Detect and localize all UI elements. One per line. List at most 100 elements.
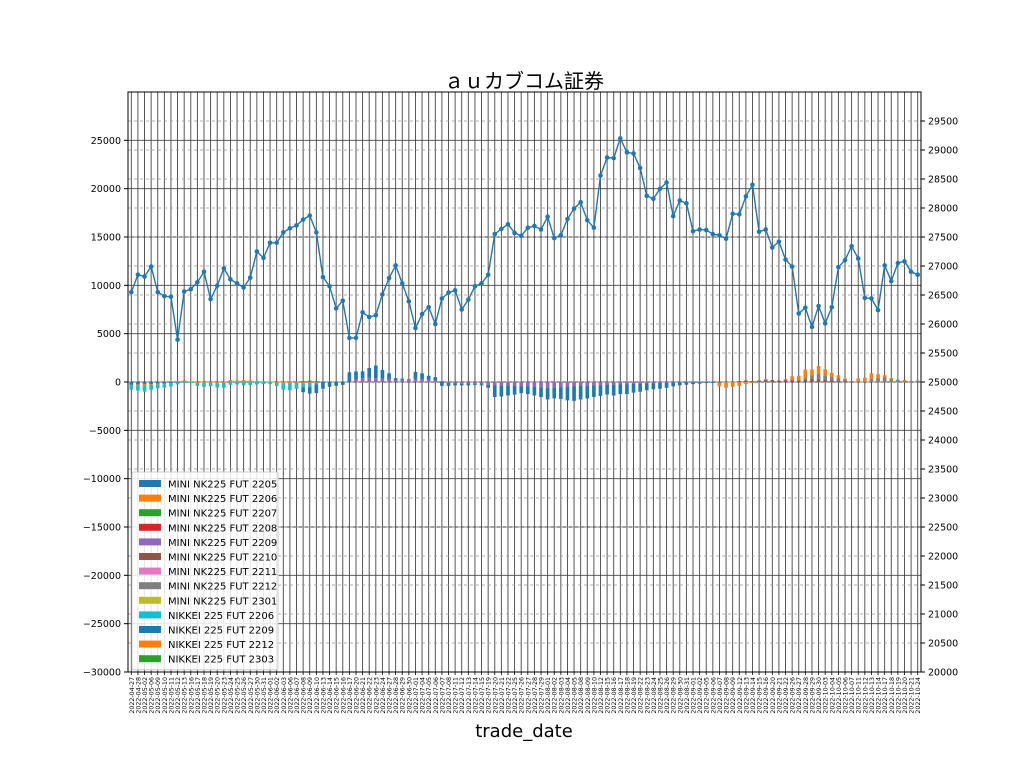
legend-label: MINI NK225 FUT 2209 [168, 538, 277, 549]
bar [704, 382, 709, 384]
bar [545, 382, 550, 388]
legend-label: MINI NK225 FUT 2208 [168, 523, 277, 534]
bar [532, 382, 537, 387]
price-point [188, 286, 194, 292]
price-point [842, 257, 848, 263]
bar [195, 382, 200, 383]
bar [796, 375, 801, 381]
price-point [584, 217, 590, 223]
x-axis: 2022-04-27 2022-04-28 2022-05-02 2022-05-06… [129, 672, 922, 714]
bar [149, 384, 153, 390]
bar [327, 382, 332, 387]
bar [816, 379, 821, 382]
price-point [512, 230, 517, 236]
bar [750, 382, 755, 383]
x-tick-label: 2022-08-04 [565, 677, 572, 714]
price-point [399, 281, 405, 286]
bar [208, 382, 213, 387]
x-tick-label: 2022-05-24 [228, 677, 235, 714]
bar [810, 369, 814, 376]
bar [129, 382, 134, 385]
bar [592, 382, 596, 386]
x-tick-label: 2022-07-04 [420, 677, 427, 714]
x-tick-label: 2022-08-25 [657, 677, 664, 714]
x-tick-label: 2022-05-09 [155, 677, 162, 714]
bar [605, 382, 609, 385]
price-point [228, 277, 233, 282]
legend-box [131, 471, 279, 671]
bar [664, 382, 669, 388]
bar [182, 380, 186, 382]
bar [182, 382, 186, 383]
price-point [333, 306, 339, 311]
bar [823, 380, 827, 382]
bar [684, 382, 689, 385]
bar [142, 385, 147, 392]
bar [202, 382, 206, 387]
x-tick-label: 2022-09-13 [743, 677, 750, 714]
x-tick-label: 2022-08-30 [677, 677, 684, 714]
left-tick-label: −15000 [83, 523, 121, 534]
bar [737, 381, 742, 382]
price-point [690, 228, 696, 234]
x-tick-label: 2022-07-15 [479, 677, 486, 714]
bar [215, 382, 220, 384]
bar [592, 385, 596, 397]
right-tick-label: 24500 [928, 407, 958, 418]
price-point [247, 275, 253, 280]
price-point [657, 186, 663, 192]
bar [162, 382, 167, 384]
legend-label: MINI NK225 FUT 2205 [168, 480, 277, 491]
bar [790, 380, 794, 382]
bar [169, 382, 173, 384]
bar [314, 381, 319, 382]
x-tick-label: 2022-07-13 [466, 677, 473, 714]
legend-label: MINI NK225 FUT 2212 [168, 582, 277, 593]
x-tick-label: 2022-08-03 [558, 677, 565, 714]
right-tick-label: 26000 [928, 320, 958, 331]
x-tick-label: 2022-09-15 [757, 677, 764, 714]
bar [506, 382, 510, 386]
left-tick-label: −20000 [83, 571, 121, 582]
bar [129, 384, 134, 386]
bar [869, 379, 874, 382]
bar [288, 383, 292, 391]
bar [466, 383, 471, 386]
x-tick-label: 2022-06-14 [327, 677, 334, 714]
bar [241, 382, 246, 386]
price-point [254, 249, 260, 254]
x-tick-label: 2022-06-28 [393, 677, 400, 714]
x-tick-label: 2022-07-27 [525, 677, 532, 714]
price-point [604, 155, 610, 160]
bar [459, 383, 464, 386]
bar [255, 382, 259, 385]
x-tick-label: 2022-08-29 [671, 677, 678, 714]
legend-swatch [139, 567, 161, 575]
price-point [208, 296, 213, 302]
price-point [849, 243, 854, 249]
x-tick-label: 2022-05-10 [162, 677, 169, 714]
bar [506, 385, 510, 396]
bar [195, 382, 200, 386]
bar [307, 382, 312, 387]
bar [473, 383, 477, 385]
x-tick-label: 2022-09-26 [790, 677, 797, 714]
bar [559, 387, 563, 399]
x-tick-label: 2022-09-16 [763, 677, 770, 714]
bar [486, 384, 490, 388]
price-point [472, 284, 478, 289]
bar [539, 387, 543, 397]
bar [889, 379, 894, 382]
price-point [796, 311, 802, 316]
price-point [717, 232, 722, 238]
bar [896, 380, 900, 382]
price-line-path [130, 136, 918, 340]
bar [222, 382, 226, 388]
bar [268, 382, 272, 384]
x-tick-label: 2022-09-20 [770, 677, 777, 714]
bar [651, 383, 656, 390]
price-point [618, 136, 623, 141]
x-tick-label: 2022-09-05 [704, 677, 711, 714]
legend-swatch [139, 509, 161, 517]
left-tick-label: 25000 [91, 136, 121, 147]
